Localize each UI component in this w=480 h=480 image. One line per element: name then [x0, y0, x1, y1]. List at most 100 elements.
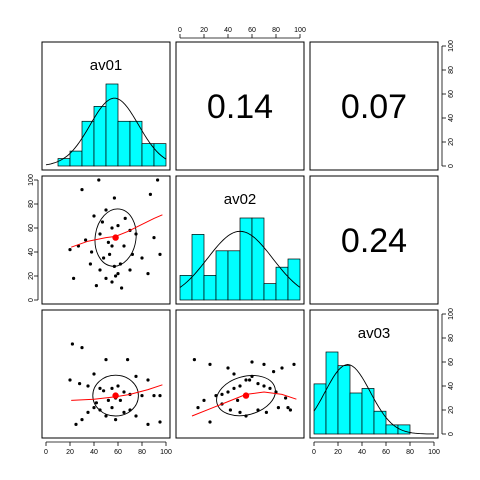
x-tick-label: 100 [428, 449, 440, 456]
scatter-point [110, 280, 114, 284]
x-tick-label: 20 [66, 449, 74, 456]
scatter-point [284, 396, 288, 400]
scatter-point [118, 398, 122, 402]
scatter-point [92, 372, 96, 376]
y-tick-label: 20 [448, 138, 455, 146]
panel-frame-0-2 [309, 41, 439, 171]
scatter-point [148, 192, 152, 196]
correlation-value-av01_av02: 0.14 [207, 88, 273, 126]
scatter-point [116, 224, 120, 228]
scatter-point [152, 394, 156, 398]
scatter-point [104, 208, 108, 212]
scatter-point [80, 418, 84, 422]
histogram-bar-av02 [263, 283, 277, 301]
center-point [242, 392, 250, 399]
scatter-point [238, 410, 242, 414]
scatter-point [220, 392, 224, 396]
histogram-bar-av02 [251, 217, 265, 301]
y-tick-label: 40 [28, 248, 35, 256]
scatter-point [226, 390, 230, 394]
scatter-point [80, 188, 84, 192]
scatter-point [286, 406, 290, 410]
histogram-bar-av03 [337, 365, 351, 435]
y-tick-label: 60 [448, 90, 455, 98]
scatter-point [262, 384, 266, 388]
scatter-point [158, 252, 162, 256]
histogram-bar-av02 [191, 234, 205, 301]
panel-frame-0-0 [41, 41, 171, 171]
scatter-point [112, 196, 116, 200]
scatter-point [102, 256, 106, 260]
scatter-point [264, 410, 268, 414]
scatter-point [228, 408, 232, 412]
scatter-panel-av01_av02 [68, 178, 163, 290]
scatter-point [94, 401, 98, 405]
scatter-point [110, 406, 114, 410]
histogram-bar-av01 [117, 120, 131, 167]
x-tick-label: 100 [160, 449, 172, 456]
panel-frame-2-0 [41, 309, 171, 439]
scatter-point [226, 366, 230, 370]
y-tick-label: 40 [448, 114, 455, 122]
scatter-point [116, 384, 120, 388]
correlation-value-av01_av03: 0.07 [341, 88, 407, 126]
correlation-value-av02_av03: 0.24 [341, 222, 407, 260]
x-tick-label: 80 [272, 27, 280, 34]
scatter-point [72, 276, 76, 280]
histogram-bar-av01 [141, 143, 155, 167]
center-point [112, 392, 119, 399]
y-tick-label: 60 [28, 224, 35, 232]
scatter-point [134, 374, 138, 378]
scatter-point [106, 240, 110, 244]
density-curve-av03 [313, 364, 435, 435]
scatter-point [146, 422, 150, 426]
scatter-point [248, 378, 252, 382]
scatter-point [146, 272, 150, 276]
scatter-point [68, 248, 72, 252]
x-tick-label: 0 [312, 449, 316, 456]
scatter-point [97, 178, 101, 182]
scatter-point [98, 232, 102, 236]
scatter-point [100, 220, 104, 224]
scatter-point [196, 406, 200, 410]
scatter-point [116, 272, 120, 276]
scatter-point [192, 358, 196, 362]
variable-label-av03: av03 [358, 325, 391, 342]
variable-label-av02: av02 [224, 191, 257, 208]
x-tick-label: 80 [406, 449, 414, 456]
histogram-bar-av02 [239, 217, 253, 301]
scatter-panel-av02_av03 [191, 358, 297, 424]
scatter-point [128, 268, 132, 272]
scatter-point [70, 342, 74, 346]
scatter-point [92, 406, 96, 410]
scatter-point [106, 398, 110, 402]
histogram-bar-av03 [373, 410, 387, 435]
scatter-panel-av01_av03 [68, 342, 163, 426]
panel-frame-1-0 [41, 175, 171, 305]
scatter-point [86, 410, 90, 414]
scatter-point [90, 250, 94, 254]
scatter-point [94, 284, 98, 288]
scatter-point [104, 414, 108, 418]
panel-frame-1-1 [175, 175, 305, 305]
scatter-point [256, 408, 260, 412]
scatter-point [88, 262, 92, 266]
scatter-point [120, 286, 124, 290]
scatter-point [122, 390, 126, 394]
correlation-ellipse [94, 208, 137, 267]
scatter-point [110, 244, 114, 248]
histogram-bar-av02 [275, 266, 289, 301]
x-tick-label: 60 [248, 27, 256, 34]
variable-label-av01: av01 [90, 57, 123, 74]
scatter-point [110, 226, 114, 230]
scatter-point [268, 386, 272, 390]
scatter-point [114, 418, 118, 422]
scatter-point [202, 398, 206, 402]
histogram-bar-av01 [57, 158, 71, 167]
scatter-point [98, 386, 102, 390]
scatter-point [134, 414, 138, 418]
scatter-point [80, 346, 84, 350]
density-curve-av02 [179, 230, 301, 288]
scatter-point [256, 382, 260, 386]
histogram-bar-av01 [69, 150, 83, 167]
